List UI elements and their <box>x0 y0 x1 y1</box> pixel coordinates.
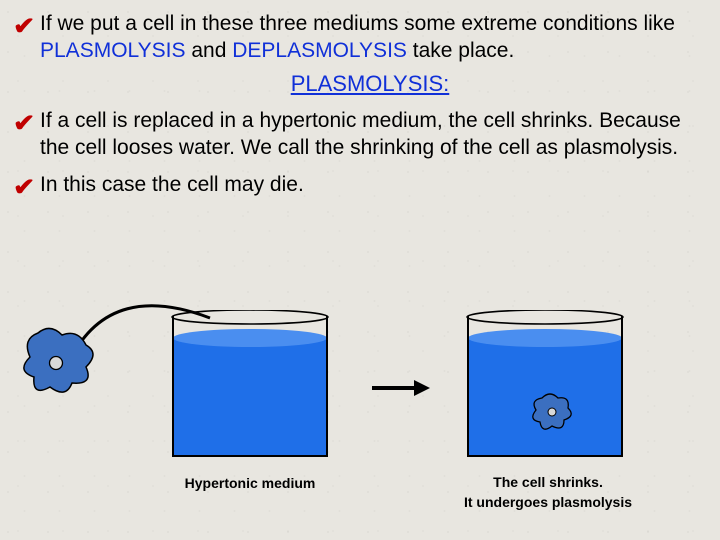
beaker-right-icon <box>460 310 630 460</box>
cell-outside-icon <box>20 325 100 400</box>
b1-post: take place. <box>407 39 514 62</box>
b1-mid: and <box>186 39 233 62</box>
caption-right: The cell shrinks. It undergoes plasmolys… <box>448 472 648 513</box>
b1-pre: If we put a cell in these three mediums … <box>40 12 675 35</box>
bullet-3: ✔ In this case the cell may die. <box>40 171 700 198</box>
arrow-right-icon <box>370 378 430 398</box>
b1-term1: PLASMOLYSIS <box>40 39 186 62</box>
bullet-3-text: In this case the cell may die. <box>40 171 700 198</box>
bullet-1-text: If we put a cell in these three mediums … <box>40 10 700 65</box>
check-icon: ✔ <box>13 109 35 138</box>
plasmolysis-diagram: Hypertonic medium The cell shrinks. It u… <box>0 300 720 530</box>
section-heading: PLASMOLYSIS: <box>40 71 700 97</box>
beaker-left-icon <box>165 310 335 460</box>
caption-right-l2: It undergoes plasmolysis <box>464 494 632 510</box>
bullet-1: ✔ If we put a cell in these three medium… <box>40 10 700 65</box>
caption-right-l1: The cell shrinks. <box>493 474 603 490</box>
b1-term2: DEPLASMOLYSIS <box>232 39 407 62</box>
check-icon: ✔ <box>13 12 35 41</box>
bullet-2: ✔ If a cell is replaced in a hypertonic … <box>40 107 700 162</box>
bullet-2-text: If a cell is replaced in a hypertonic me… <box>40 107 700 162</box>
check-icon: ✔ <box>13 173 35 202</box>
caption-left: Hypertonic medium <box>165 475 335 491</box>
